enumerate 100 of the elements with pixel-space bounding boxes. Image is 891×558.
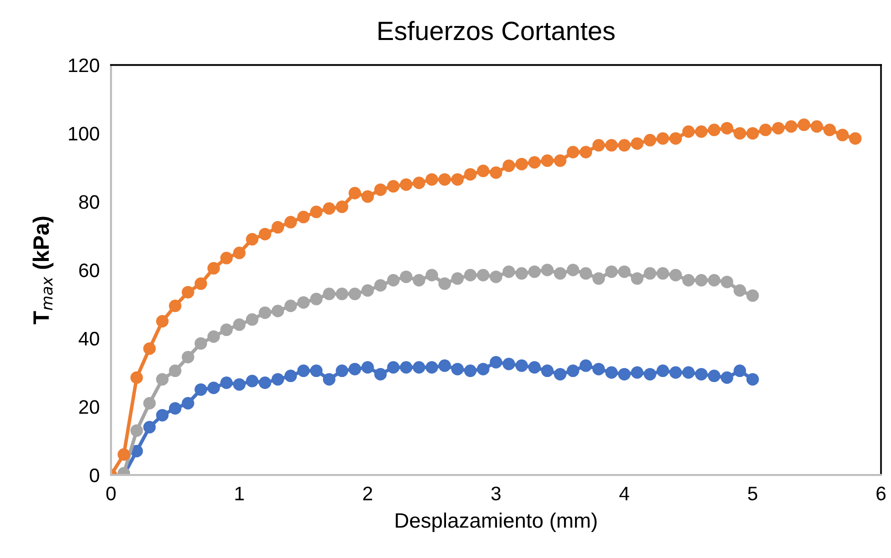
- point: [194, 337, 208, 350]
- point: [618, 139, 631, 152]
- point: [451, 173, 464, 186]
- point: [554, 154, 566, 167]
- point: [400, 178, 412, 191]
- point: [554, 267, 566, 280]
- point: [284, 370, 297, 382]
- point: [182, 350, 194, 364]
- point: [168, 300, 182, 312]
- point: [502, 160, 516, 172]
- point: [734, 364, 746, 378]
- point: [528, 361, 541, 374]
- point: [348, 288, 362, 300]
- point: [272, 221, 284, 234]
- x-tick-label: 1: [235, 486, 244, 500]
- point: [322, 202, 336, 215]
- point: [541, 154, 554, 167]
- point: [182, 397, 194, 410]
- point: [118, 448, 130, 461]
- x-tick-label: 2: [363, 486, 372, 500]
- point: [580, 267, 592, 280]
- point: [246, 233, 258, 246]
- point: [258, 228, 272, 240]
- point: [644, 134, 656, 146]
- point: [580, 359, 592, 372]
- point: [798, 118, 810, 132]
- point: [566, 146, 580, 158]
- point: [361, 361, 374, 374]
- point: [387, 361, 400, 374]
- point: [554, 368, 566, 380]
- point: [734, 127, 746, 140]
- y-tick-label: 120: [68, 58, 100, 72]
- point: [810, 120, 824, 133]
- point: [246, 313, 258, 326]
- y-axis-title: T$_{max}$ (kPa): [32, 216, 54, 324]
- point: [490, 356, 502, 368]
- point: [438, 173, 451, 186]
- point: [143, 420, 156, 434]
- point: [464, 268, 477, 282]
- point: [605, 265, 618, 278]
- point: [566, 264, 580, 276]
- point: [194, 383, 208, 396]
- point: [284, 216, 297, 228]
- point: [708, 274, 720, 286]
- point: [592, 139, 605, 152]
- point: [233, 318, 246, 331]
- point: [759, 124, 772, 136]
- point: [182, 286, 194, 298]
- point: [361, 190, 374, 203]
- point: [451, 272, 464, 285]
- point: [490, 270, 502, 284]
- point: [695, 274, 708, 286]
- point: [297, 364, 310, 378]
- point: [426, 361, 438, 374]
- point: [669, 268, 682, 282]
- y-tick-label: 40: [78, 332, 100, 346]
- point: [746, 127, 759, 140]
- point: [246, 374, 258, 388]
- point: [656, 267, 670, 280]
- point: [348, 186, 362, 200]
- point: [502, 358, 516, 370]
- point: [630, 137, 644, 150]
- point: [143, 397, 156, 410]
- point: [233, 378, 246, 391]
- point: [412, 274, 426, 286]
- point: [207, 262, 220, 275]
- point: [515, 158, 528, 170]
- y-tick-label: 80: [79, 195, 100, 209]
- point: [233, 246, 246, 260]
- x-tick-label: 6: [876, 486, 886, 500]
- point: [720, 122, 734, 134]
- point: [618, 265, 631, 278]
- point: [476, 362, 490, 376]
- point: [515, 359, 528, 372]
- point: [630, 272, 644, 285]
- point: [644, 368, 656, 380]
- y-tick-label: 20: [79, 400, 100, 414]
- point: [336, 288, 348, 300]
- point: [682, 274, 695, 286]
- point: [746, 373, 759, 386]
- point: [592, 362, 605, 376]
- point: [258, 306, 272, 319]
- point: [656, 132, 670, 145]
- point: [310, 364, 323, 378]
- point: [784, 120, 798, 133]
- point: [708, 124, 720, 136]
- point: [438, 359, 451, 372]
- point: [168, 364, 182, 378]
- point: [528, 156, 541, 169]
- y-tick-label: 60: [79, 263, 100, 278]
- point: [734, 284, 746, 297]
- point: [130, 444, 143, 458]
- point: [644, 267, 656, 280]
- point: [272, 373, 284, 386]
- point: [541, 364, 554, 378]
- y-tick-label: 100: [68, 126, 100, 141]
- point: [580, 146, 592, 158]
- point: [194, 277, 208, 290]
- point: [566, 364, 580, 378]
- point: [528, 265, 541, 278]
